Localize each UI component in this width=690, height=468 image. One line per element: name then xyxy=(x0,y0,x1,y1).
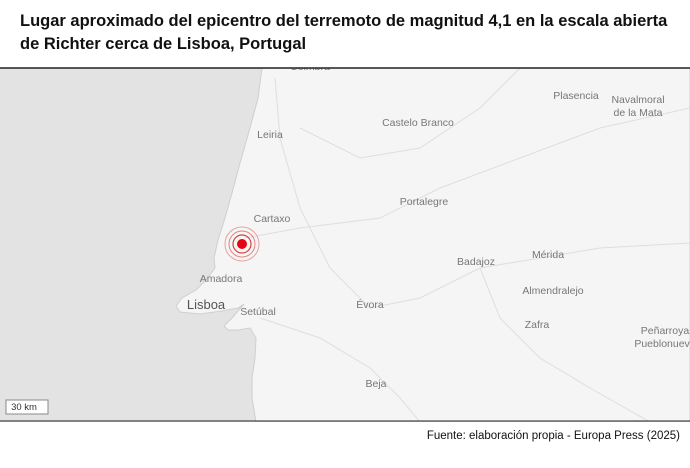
place-label: Coimbra xyxy=(290,68,330,73)
place-label: Castelo Branco xyxy=(382,117,454,129)
scale-label: 30 km xyxy=(11,402,37,413)
place-label: Zafra xyxy=(525,319,550,331)
place-label: Badajoz xyxy=(457,256,495,268)
place-label: de la Mata xyxy=(613,107,662,119)
place-label: Setúbal xyxy=(240,306,276,318)
place-label: Mérida xyxy=(532,249,564,261)
place-label: Cartaxo xyxy=(254,213,291,225)
place-label: Peñarroya xyxy=(641,325,690,337)
top-rule xyxy=(0,67,690,69)
place-label: Portalegre xyxy=(400,196,449,208)
place-label: Leiria xyxy=(257,129,283,141)
place-label: Beja xyxy=(365,378,386,390)
place-label: Plasencia xyxy=(553,90,599,102)
place-label: Pueblonuevo xyxy=(634,338,690,350)
place-label: Navalmoral xyxy=(611,94,664,106)
place-label: Lisboa xyxy=(187,297,226,312)
scale-bar: 30 km xyxy=(5,399,49,415)
land xyxy=(175,68,690,422)
title: Lugar aproximado del epicentro del terre… xyxy=(20,12,668,53)
place-label: Évora xyxy=(356,298,384,311)
source: Fuente: elaboración propia - Europa Pres… xyxy=(426,430,680,442)
roads xyxy=(244,68,690,422)
place-label: Amadora xyxy=(200,273,243,285)
place-label: Almendralejo xyxy=(522,285,583,297)
epicenter xyxy=(224,226,260,262)
